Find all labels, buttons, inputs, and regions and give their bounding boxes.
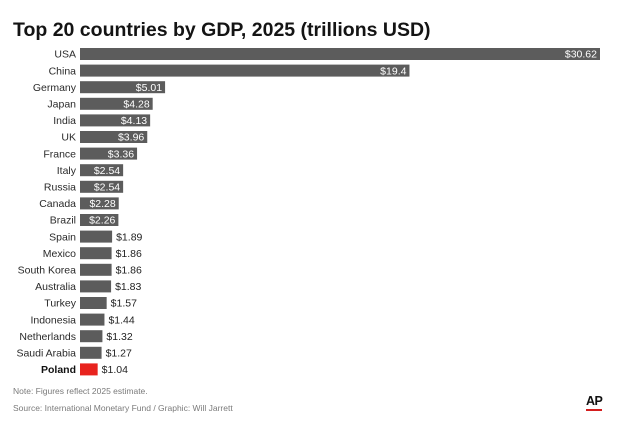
category-label-canada: Canada	[39, 198, 76, 210]
value-label-canada: $2.28	[89, 198, 115, 210]
category-label-russia: Russia	[44, 182, 76, 194]
ap-logo: AP	[586, 394, 603, 411]
value-label-france: $3.36	[108, 148, 134, 160]
category-label-indonesia: Indonesia	[30, 314, 76, 326]
value-label-china: $19.4	[380, 65, 406, 77]
value-label-netherlands: $1.32	[106, 331, 132, 343]
category-label-turkey: Turkey	[44, 298, 76, 310]
category-label-italy: Italy	[57, 165, 77, 177]
bar-uk	[80, 131, 148, 143]
value-label-south-korea: $1.86	[116, 265, 142, 277]
bar-turkey	[80, 297, 107, 309]
bar-russia	[80, 180, 124, 193]
category-label-saudi-arabia: Saudi Arabia	[16, 348, 76, 360]
bar-spain	[80, 230, 113, 243]
footnote: Note: Figures reflect 2025 estimate.	[13, 386, 148, 396]
category-label-japan: Japan	[47, 99, 76, 111]
category-label-spain: Spain	[49, 231, 76, 243]
bar-india	[80, 114, 151, 127]
value-label-turkey: $1.57	[111, 298, 137, 310]
value-label-uk: $3.96	[118, 132, 144, 144]
bar-usa	[80, 48, 600, 60]
value-label-india: $4.13	[121, 115, 147, 127]
value-label-japan: $4.28	[123, 99, 149, 111]
category-label-brazil: Brazil	[50, 215, 76, 227]
bar-brazil	[80, 214, 119, 226]
category-label-australia: Australia	[35, 281, 76, 293]
value-label-indonesia: $1.44	[108, 314, 134, 326]
category-label-south-korea: South Korea	[18, 265, 77, 277]
value-label-usa: $30.62	[565, 49, 597, 61]
bar-china	[80, 64, 410, 77]
category-label-germany: Germany	[33, 82, 77, 94]
bar-france	[80, 147, 138, 160]
bar-saudi-arabia	[80, 346, 102, 359]
bar-indonesia	[80, 313, 105, 326]
category-label-mexico: Mexico	[43, 248, 76, 260]
bar-netherlands	[80, 330, 103, 343]
value-label-germany: $5.01	[136, 82, 162, 94]
value-label-australia: $1.83	[115, 281, 141, 293]
bar-japan	[80, 97, 153, 110]
category-label-netherlands: Netherlands	[19, 331, 76, 343]
value-label-russia: $2.54	[94, 182, 120, 194]
category-label-india: India	[53, 115, 76, 127]
category-label-usa: USA	[54, 49, 76, 61]
chart-title: Top 20 countries by GDP, 2025 (trillions…	[13, 19, 431, 41]
value-label-italy: $2.54	[94, 165, 120, 177]
bar-mexico	[80, 247, 112, 260]
value-label-saudi-arabia: $1.27	[106, 348, 132, 360]
bar-canada	[80, 197, 119, 210]
bar-australia	[80, 280, 112, 293]
value-label-mexico: $1.86	[116, 248, 142, 260]
bar-italy	[80, 164, 124, 177]
source-credit: Source: International Monetary Fund / Gr…	[13, 403, 233, 413]
category-label-poland: Poland	[41, 364, 76, 376]
value-label-spain: $1.89	[116, 231, 142, 243]
category-label-uk: UK	[61, 132, 76, 144]
category-label-france: France	[43, 148, 76, 160]
bar-poland	[80, 363, 98, 376]
value-label-poland: $1.04	[102, 364, 128, 376]
category-label-china: China	[49, 65, 77, 77]
bar-germany	[80, 81, 166, 94]
bar-south-korea	[80, 263, 112, 276]
value-label-brazil: $2.26	[89, 215, 115, 227]
